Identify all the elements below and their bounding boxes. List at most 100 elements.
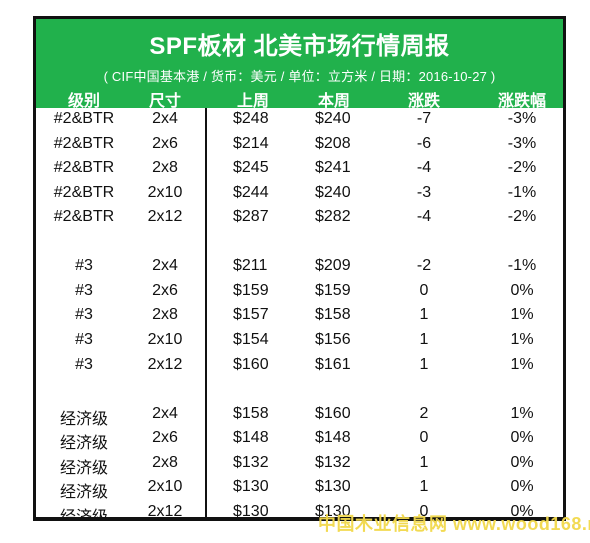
cell-last-week: $248 (233, 110, 269, 127)
column-header-change-pct: 涨跌幅 (497, 93, 547, 110)
cell-change: 0 (419, 281, 429, 299)
cell-change: -4 (416, 159, 432, 177)
cell-grade: 经济级 (59, 508, 109, 521)
cell-change-pct: 1% (510, 330, 534, 348)
cell-change: 1 (419, 330, 429, 348)
column-header-this-week: 本周 (317, 93, 351, 110)
column-divider (205, 108, 207, 517)
cell-grade: #3 (75, 306, 93, 324)
cell-last-week: $211 (233, 257, 268, 275)
cell-grade: #3 (75, 355, 93, 373)
cell-change-pct: 1% (510, 355, 534, 373)
cell-grade: #2&BTR (53, 110, 115, 127)
cell-this-week: $130 (315, 502, 351, 520)
cell-size: 2x6 (152, 134, 178, 152)
cell-last-week: $148 (233, 429, 269, 447)
cell-size: 2x10 (147, 183, 183, 201)
cell-grade: 经济级 (59, 435, 109, 453)
column-header-size: 尺寸 (148, 93, 182, 110)
cell-this-week: $148 (315, 429, 351, 447)
cell-this-week: $132 (315, 453, 351, 471)
cell-grade: #3 (75, 281, 93, 299)
cell-size: 2x12 (147, 355, 183, 373)
cell-last-week: $160 (233, 355, 269, 373)
table-header: SPF板材 北美市场行情周报 ( CIF中国基本港 / 货币：美元 / 单位：立… (36, 19, 563, 110)
cell-size: 2x12 (147, 502, 183, 520)
cell-this-week: $241 (315, 159, 351, 177)
cell-size: 2x10 (147, 478, 183, 496)
cell-size: 2x6 (152, 281, 178, 299)
cell-size: 2x4 (152, 110, 178, 127)
cell-change: 1 (419, 306, 429, 324)
cell-this-week: $159 (315, 281, 351, 299)
cell-this-week: $240 (315, 183, 351, 201)
cell-change-pct: 1% (510, 306, 534, 324)
cell-grade: #3 (75, 330, 93, 348)
cell-change: -3 (416, 183, 432, 201)
cell-this-week: $160 (315, 404, 351, 422)
cell-last-week: $158 (233, 404, 269, 422)
cell-size: 2x12 (147, 208, 183, 226)
cell-this-week: $208 (315, 134, 351, 152)
cell-change-pct: -2% (507, 208, 537, 226)
cell-change: 1 (419, 355, 429, 373)
cell-this-week: $282 (315, 208, 351, 226)
cell-change: 0 (419, 502, 429, 520)
cell-last-week: $130 (233, 478, 269, 496)
cell-this-week: $209 (315, 257, 351, 275)
cell-change: 1 (419, 453, 429, 471)
page-title: SPF板材 北美市场行情周报 (149, 33, 450, 60)
cell-change: -7 (416, 110, 432, 127)
cell-change: 1 (419, 478, 429, 496)
cell-last-week: $130 (233, 502, 269, 520)
cell-change-pct: 0% (510, 502, 534, 520)
cell-grade: #2&BTR (53, 134, 115, 152)
cell-last-week: $132 (233, 453, 269, 471)
cell-last-week: $159 (233, 281, 269, 299)
cell-change: 0 (419, 429, 429, 447)
cell-size: 2x10 (147, 330, 183, 348)
cell-this-week: $130 (315, 478, 351, 496)
cell-size: 2x4 (152, 404, 178, 422)
cell-grade: 经济级 (59, 484, 109, 502)
cell-last-week: $244 (233, 183, 269, 201)
cell-grade: #2&BTR (53, 208, 115, 226)
cell-change-pct: -1% (507, 257, 537, 275)
price-table-frame: SPF板材 北美市场行情周报 ( CIF中国基本港 / 货币：美元 / 单位：立… (33, 16, 566, 521)
cell-last-week: $214 (233, 134, 269, 152)
column-header-last-week: 上周 (236, 93, 270, 110)
cell-change-pct: -2% (507, 159, 537, 177)
page-subtitle: ( CIF中国基本港 / 货币：美元 / 单位：立方米 / 日期：2016-10… (103, 69, 496, 84)
cell-change-pct: 0% (510, 478, 534, 496)
cell-change-pct: 0% (510, 453, 534, 471)
cell-grade: #3 (75, 257, 93, 275)
cell-change: 2 (419, 404, 429, 422)
watermark: 中国木业信息网 www.wood168.net (318, 514, 590, 534)
cell-change-pct: -3% (507, 134, 537, 152)
cell-last-week: $245 (233, 159, 269, 177)
cell-change: -4 (416, 208, 432, 226)
cell-change: -2 (416, 257, 432, 275)
cell-size: 2x8 (152, 306, 178, 324)
cell-change-pct: 0% (510, 281, 534, 299)
column-header-change: 涨跌 (407, 93, 441, 110)
cell-last-week: $157 (233, 306, 269, 324)
cell-change-pct: 1% (510, 404, 534, 422)
cell-change-pct: -3% (507, 110, 537, 127)
cell-size: 2x8 (152, 453, 178, 471)
cell-this-week: $240 (315, 110, 351, 127)
cell-change-pct: 0% (510, 429, 534, 447)
cell-grade: #2&BTR (53, 183, 115, 201)
cell-this-week: $161 (315, 355, 351, 373)
cell-size: 2x6 (152, 429, 178, 447)
cell-grade: #2&BTR (53, 159, 115, 177)
cell-last-week: $154 (233, 330, 269, 348)
cell-last-week: $287 (233, 208, 269, 226)
column-header-grade: 级别 (67, 93, 101, 110)
cell-size: 2x8 (152, 159, 178, 177)
cell-this-week: $158 (315, 306, 351, 324)
cell-grade: 经济级 (59, 410, 109, 428)
cell-size: 2x4 (152, 257, 178, 275)
cell-grade: 经济级 (59, 459, 109, 477)
cell-change: -6 (416, 134, 432, 152)
